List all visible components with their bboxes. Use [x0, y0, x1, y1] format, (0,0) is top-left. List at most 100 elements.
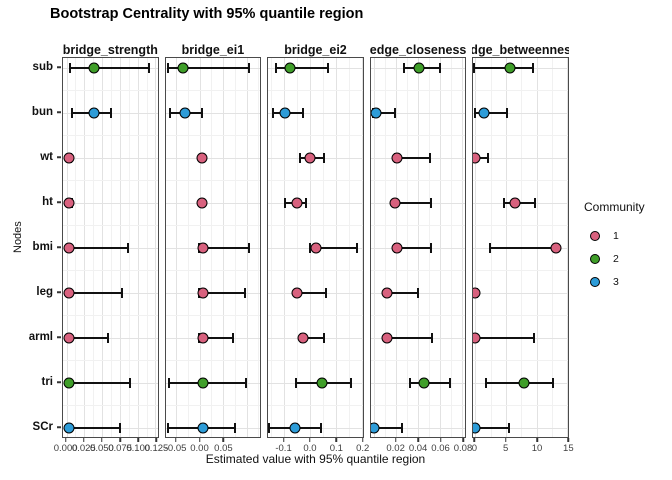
grid-line	[165, 112, 261, 114]
point-marker	[550, 242, 562, 254]
error-bar	[474, 107, 509, 118]
y-tick-mark	[57, 156, 61, 158]
point-marker	[389, 197, 401, 209]
grid-line	[440, 57, 442, 438]
point-marker	[197, 287, 209, 299]
facet-column: edge_betweenness 0 5 10 15	[472, 38, 574, 460]
error-bar-cap	[400, 422, 403, 433]
error-bar-cap	[394, 107, 397, 118]
point-marker	[478, 107, 490, 119]
x-tick-label: 0.050	[90, 443, 114, 455]
error-bar-cap	[70, 107, 73, 118]
grid-line	[268, 180, 363, 182]
facet-column: bridge_strength 0.000 0.025 0.050 0.075 0.100…	[54, 38, 169, 460]
legend-item-label: 1	[613, 229, 619, 242]
x-tick-label: 0.125	[144, 443, 169, 455]
x-tick-label: 5	[503, 443, 509, 455]
facet-strip: bridge_ei2	[267, 38, 364, 57]
y-tick-mark	[57, 111, 61, 113]
point-marker	[504, 62, 516, 74]
point-marker	[509, 197, 521, 209]
point-marker	[391, 152, 403, 164]
facet-strip: bridge_ei1	[165, 38, 262, 57]
x-tick-mark	[64, 438, 67, 443]
error-bar-cap	[283, 197, 286, 208]
x-tick-mark	[417, 438, 419, 443]
point-marker	[63, 332, 75, 344]
point-marker	[473, 422, 481, 434]
grid-line	[473, 180, 568, 182]
y-tick-label: SCr	[32, 421, 53, 433]
grid-line	[165, 225, 261, 227]
facet-panel	[267, 56, 364, 439]
y-tick-mark	[57, 66, 61, 68]
grid-line	[63, 135, 158, 137]
x-tick-label: 0.2	[356, 443, 370, 455]
error-bar-cap	[169, 107, 172, 118]
facet-column: edge_closeness 0.02 0.04 0.06 0.08	[369, 38, 472, 460]
grid-line	[268, 315, 363, 317]
error-bar-cap	[309, 242, 312, 253]
grid-line	[63, 157, 158, 159]
error-bar	[67, 422, 121, 433]
facet-panel	[472, 56, 569, 439]
point-marker	[289, 422, 301, 434]
x-tick-mark	[198, 438, 201, 443]
grid-line	[473, 90, 568, 92]
point-marker	[63, 152, 75, 164]
grid-line	[297, 57, 299, 438]
facet-strip: bridge_strength	[62, 38, 159, 57]
point-marker	[63, 287, 75, 299]
error-bar	[167, 62, 251, 73]
point-marker	[310, 242, 322, 254]
grid-line	[473, 135, 568, 137]
x-tick-label: 15	[563, 443, 574, 455]
x-tick-mark	[119, 438, 121, 443]
x-tick-label: -0.05	[164, 443, 187, 455]
grid-line	[165, 360, 261, 362]
grid-line	[63, 315, 158, 317]
point-marker	[291, 287, 303, 299]
error-bar-cap	[431, 332, 434, 343]
grid-line	[63, 337, 158, 339]
point-marker	[63, 377, 75, 389]
legend-items: 1 2 3	[584, 224, 670, 293]
grid-line	[370, 112, 466, 114]
grid-line	[473, 427, 568, 429]
error-bar-cap	[474, 107, 477, 118]
y-tick-mark	[57, 336, 61, 338]
error-bar-cap	[355, 242, 358, 253]
grid-line	[63, 90, 158, 92]
error-bar-cap	[429, 152, 432, 163]
grid-line	[165, 180, 261, 182]
y-tick-mark	[57, 381, 61, 383]
error-bar-cap	[322, 152, 325, 163]
x-tick-mark	[282, 438, 285, 443]
x-tick-label: 0.1	[329, 443, 343, 455]
point-marker	[418, 377, 430, 389]
point-marker	[63, 422, 75, 434]
error-bar-cap	[349, 377, 352, 388]
point-marker	[473, 332, 481, 344]
error-bar-cap	[430, 242, 433, 253]
error-bar-cap	[305, 197, 308, 208]
error-bar-cap	[110, 107, 113, 118]
grid-line	[165, 270, 261, 272]
grid-line	[370, 427, 466, 429]
x-tick-mark	[222, 438, 225, 443]
grid-line	[370, 270, 466, 272]
grid-line	[268, 225, 363, 227]
point-marker	[197, 422, 209, 434]
x-axis: 0.02 0.04 0.06 0.08	[370, 438, 472, 460]
point-marker	[304, 152, 316, 164]
facet-column: bridge_ei1 -0.05 0.00 0.05	[164, 38, 262, 460]
x-tick-mark	[101, 438, 103, 443]
x-tick-label: 0.08	[453, 443, 473, 455]
grid-line	[165, 315, 261, 317]
grid-line	[370, 360, 466, 362]
error-bar-cap	[127, 242, 130, 253]
error-bar-cap	[502, 197, 505, 208]
x-tick-label: 10	[531, 443, 543, 455]
error-bar-cap	[324, 287, 327, 298]
